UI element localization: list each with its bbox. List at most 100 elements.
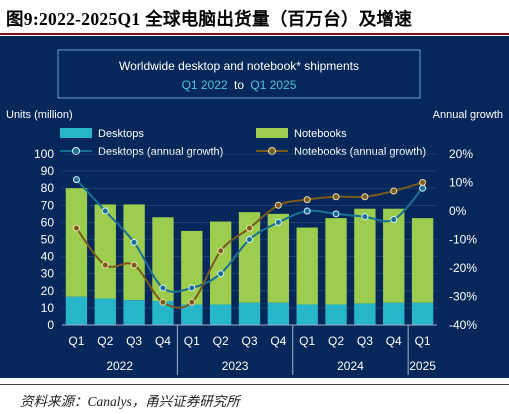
desktops-growth-point — [159, 284, 167, 292]
notebooks-growth-point — [101, 261, 109, 269]
y-tick-label: 40 — [41, 250, 55, 264]
x-tick-label: Q4 — [155, 334, 171, 348]
chart-panel: Worldwide desktop and notebook* shipment… — [0, 36, 509, 378]
notebooks-growth-point — [274, 201, 282, 209]
report-header: 图9:2022-2025Q1 全球电脑出货量（百万台）及增速 — [0, 0, 509, 35]
year-label: 2022 — [106, 359, 133, 373]
desktops-bar — [123, 300, 145, 325]
desktops-bar — [238, 302, 261, 325]
legend-desktops-label: Desktops — [98, 128, 144, 140]
y2-tick-label: 20% — [449, 147, 473, 161]
y-tick-label: 80 — [41, 181, 55, 195]
notebooks-bar — [65, 188, 88, 297]
y-tick-label: 100 — [34, 147, 54, 161]
desktops-bar — [296, 304, 318, 325]
desktops-growth-point — [188, 284, 196, 292]
bars — [65, 188, 434, 325]
y2-tick-label: 10% — [449, 176, 473, 190]
chart-title-box — [57, 49, 421, 99]
x-tick-label: Q4 — [270, 334, 286, 348]
legend: Desktops Notebooks Desktops (annual grow… — [60, 128, 426, 158]
report-footer: 资料来源：Canalys，甬兴证券研究所 — [0, 378, 509, 414]
right-axis-title: Annual growth — [433, 109, 503, 121]
legend-desktops-growth-marker — [72, 147, 80, 155]
desktops-growth-point — [390, 216, 398, 224]
legend-notebooks-growth-marker — [268, 147, 276, 155]
legend-desktops-swatch — [60, 128, 92, 138]
growth-lines — [72, 176, 427, 309]
y-tick-label: 90 — [41, 164, 55, 178]
notebooks-bar — [94, 204, 116, 299]
desktops-growth-point — [130, 238, 138, 246]
legend-notebooks-growth-label: Notebooks (annual growth) — [294, 146, 426, 158]
y2-tick-label: -40% — [449, 318, 477, 332]
chart-subtitle: Q1 2022 to Q1 2025 — [182, 78, 297, 92]
y2-tick-label: 0% — [449, 204, 467, 218]
notebooks-bar — [383, 208, 405, 303]
x-tick-label: Q1 — [299, 334, 315, 348]
desktops-bar — [152, 301, 174, 325]
y2-tick-label: -30% — [449, 290, 477, 304]
y2-tick-label: -10% — [449, 233, 477, 247]
y2-tick-label: -20% — [449, 261, 477, 275]
desktops-growth-point — [217, 270, 225, 278]
notebooks-growth-point — [419, 179, 427, 186]
source-note: 资料来源：Canalys，甬兴证券研究所 — [20, 394, 240, 409]
x-tick-label: Q2 — [328, 334, 344, 348]
desktops-bar — [267, 302, 290, 325]
x-tick-label: Q1 — [415, 334, 431, 348]
y-tick-label: 10 — [41, 301, 55, 315]
notebooks-growth-point — [246, 224, 253, 232]
x-tick-label: Q2 — [97, 334, 113, 348]
y-tick-label: 50 — [41, 233, 55, 247]
chart-subtitle-end: Q1 2025 — [250, 78, 296, 92]
desktops-bar — [94, 298, 116, 325]
notebooks-bar — [152, 217, 174, 302]
x-tick-label: Q1 — [68, 334, 84, 348]
axes: 0 10 20 30 40 50 60 70 80 90 100 -40% -30% -20% -10% 0%… — [34, 147, 477, 375]
year-label: 2023 — [222, 359, 249, 373]
desktops-growth-point — [274, 218, 282, 226]
y-tick-label: 60 — [41, 215, 55, 229]
desktops-bar — [383, 302, 405, 325]
notebooks-growth-point — [130, 261, 138, 269]
desktops-bar — [65, 296, 88, 325]
y-tick-label: 0 — [47, 318, 54, 332]
desktops-growth-point — [246, 236, 253, 243]
notebooks-bar — [296, 227, 318, 305]
y-tick-label: 70 — [41, 198, 55, 212]
desktops-growth-point — [332, 210, 340, 218]
desktops-bar — [181, 304, 203, 325]
desktops-growth-point — [361, 213, 369, 221]
legend-notebooks-label: Notebooks — [294, 128, 347, 140]
x-tick-label: Q2 — [213, 334, 229, 348]
desktops-bar — [354, 303, 376, 325]
notebooks-bar — [325, 218, 347, 305]
figure-title: 图9:2022-2025Q1 全球电脑出货量（百万台）及增速 — [6, 9, 413, 29]
desktops-growth-point — [419, 184, 427, 192]
desktops-growth-point — [303, 207, 311, 215]
x-tick-label: Q4 — [386, 334, 402, 348]
y-tick-label: 30 — [41, 267, 55, 281]
footer-divider — [0, 384, 509, 385]
notebooks-growth-point — [390, 187, 398, 195]
desktops-growth-point — [72, 176, 80, 184]
shipments-chart: Worldwide desktop and notebook* shipment… — [6, 49, 503, 375]
desktops-bar — [325, 304, 347, 325]
notebooks-growth-point — [159, 298, 167, 306]
y-tick-label: 20 — [41, 284, 55, 298]
notebooks-growth-point — [332, 193, 340, 201]
desktops-bar — [411, 302, 434, 325]
left-axis-title: Units (million) — [6, 109, 73, 121]
x-tick-label: Q3 — [357, 334, 373, 348]
chart-title: Worldwide desktop and notebook* shipment… — [119, 59, 359, 73]
header-divider — [0, 33, 509, 35]
notebooks-bar — [411, 218, 434, 303]
legend-notebooks-swatch — [256, 128, 288, 138]
year-label: 2025 — [409, 359, 436, 373]
x-tick-label: Q1 — [184, 334, 200, 348]
x-tick-label: Q3 — [126, 334, 142, 348]
notebooks-bar — [209, 221, 232, 305]
legend-desktops-growth-label: Desktops (annual growth) — [98, 146, 223, 158]
x-tick-label: Q3 — [241, 334, 257, 348]
